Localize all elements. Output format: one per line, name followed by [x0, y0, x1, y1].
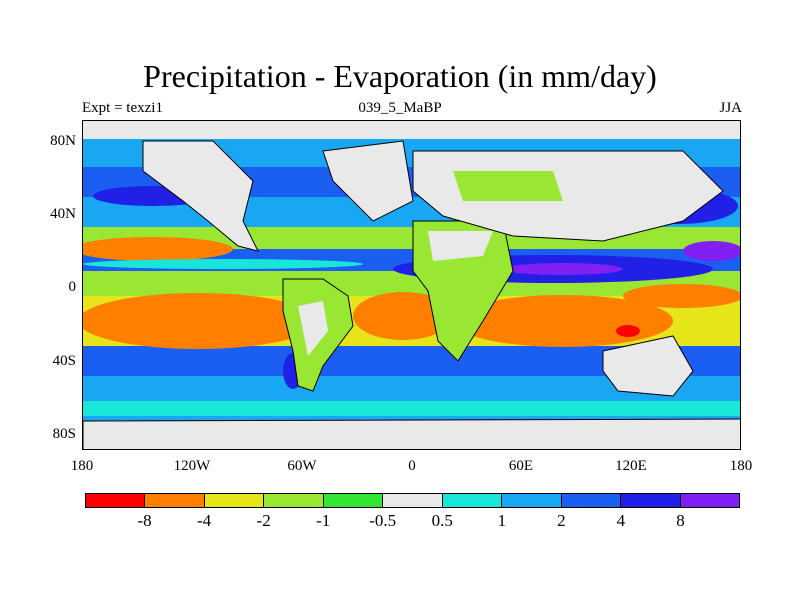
colorbar-label: 8	[676, 511, 685, 530]
lat-tick-80s: 80S	[52, 426, 76, 442]
colorbar-label: -8	[137, 511, 152, 530]
colorbar-label: 1	[497, 511, 507, 530]
colorbar-label: 4	[616, 511, 626, 530]
colorbar-segment	[145, 494, 205, 507]
lon-tick-60w: 60W	[287, 458, 317, 474]
lat-tick-0: 0	[68, 279, 77, 295]
colorbar-segment	[264, 494, 324, 507]
lon-tick-180e: 180	[729, 458, 753, 474]
colorbar-label: -0.5	[369, 511, 397, 530]
lat-tick-40n: 40N	[50, 206, 76, 222]
colorbar	[85, 493, 740, 508]
colorbar-label: 2	[557, 511, 566, 530]
precip-evap-map	[82, 120, 741, 450]
lon-tick-180w: 180	[70, 458, 94, 474]
colorbar-label: 0.5	[431, 511, 453, 530]
colorbar-segment	[204, 494, 265, 507]
lon-tick-60e: 60E	[508, 458, 534, 474]
experiment-label: Expt = texzi1	[82, 100, 163, 116]
colorbar-segment	[621, 494, 681, 507]
colorbar-segment	[502, 494, 562, 507]
lat-tick-80n: 80N	[50, 133, 76, 149]
season-label: JJA	[719, 100, 742, 116]
colorbar-label: -1	[316, 511, 331, 530]
colorbar-label: -2	[256, 511, 271, 530]
lon-tick-120e: 120E	[615, 458, 647, 474]
colorbar-segment	[442, 494, 503, 507]
colorbar-segment	[561, 494, 622, 507]
colorbar-label: -4	[196, 511, 212, 530]
lat-tick-40s: 40S	[52, 353, 76, 369]
colorbar-segment	[323, 494, 384, 507]
map-title: Precipitation - Evaporation (in mm/day)	[143, 58, 657, 94]
lon-tick-0: 0	[408, 458, 416, 474]
lon-tick-120w: 120W	[173, 458, 211, 474]
colorbar-segment	[383, 494, 443, 507]
period-label: 039_5_MaBP	[358, 100, 442, 116]
colorbar-segment	[680, 494, 739, 507]
colorbar-segment	[86, 494, 146, 507]
